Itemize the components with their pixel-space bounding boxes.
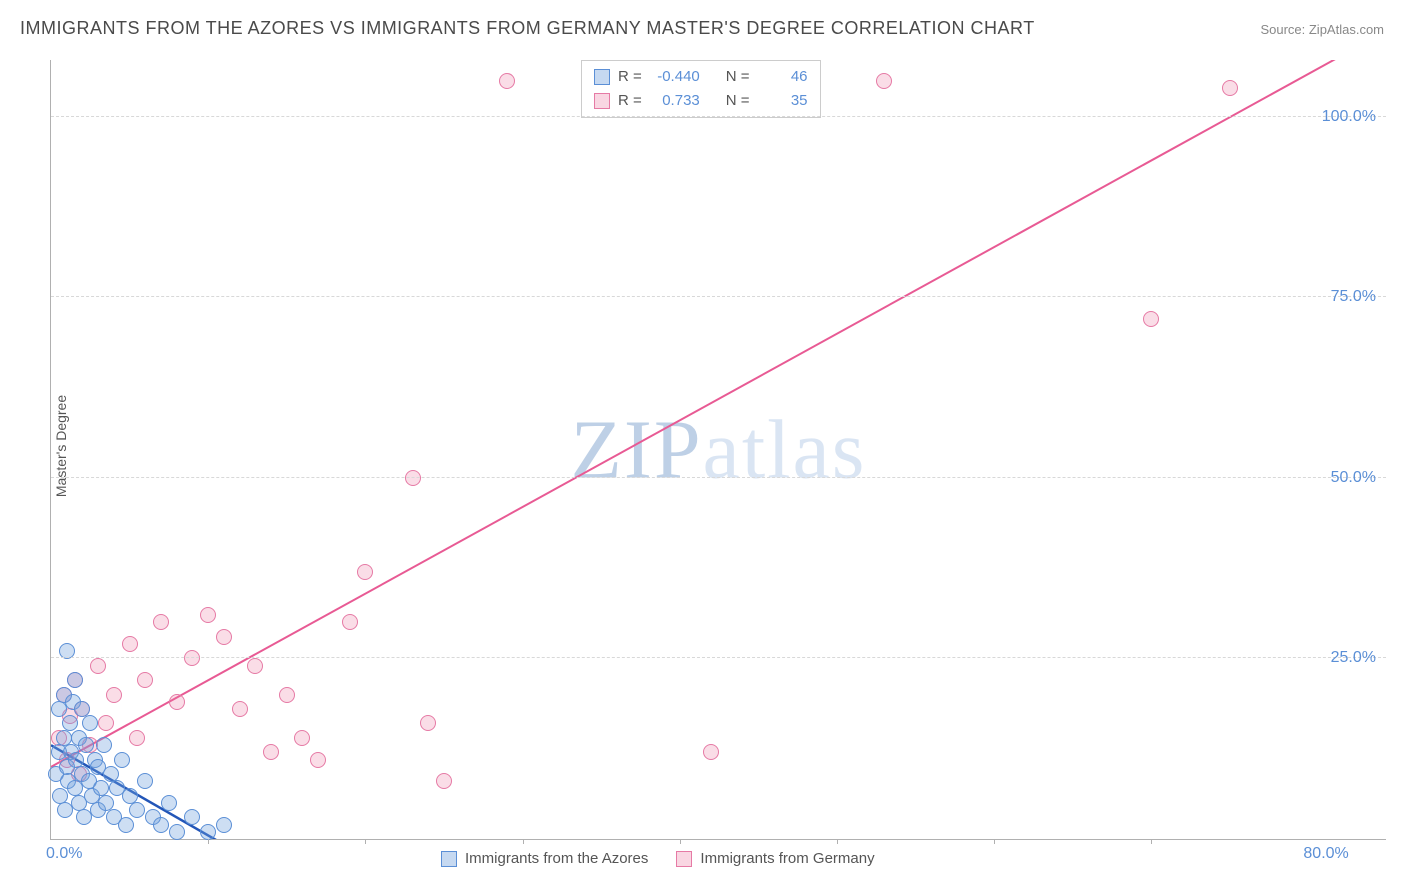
marker-germany xyxy=(200,607,216,623)
marker-germany xyxy=(436,773,452,789)
marker-azores xyxy=(62,715,78,731)
marker-germany xyxy=(232,701,248,717)
r-value-azores: -0.440 xyxy=(650,65,700,89)
marker-azores xyxy=(153,817,169,833)
marker-azores xyxy=(184,809,200,825)
marker-germany xyxy=(122,636,138,652)
gridline xyxy=(51,296,1386,297)
marker-germany xyxy=(342,614,358,630)
chart-title: IMMIGRANTS FROM THE AZORES VS IMMIGRANTS… xyxy=(20,18,1035,39)
x-minor-tick xyxy=(523,839,524,844)
stats-legend-box: R = -0.440 N = 46 R = 0.733 N = 35 xyxy=(581,60,821,118)
marker-germany xyxy=(294,730,310,746)
n-value-germany: 35 xyxy=(758,89,808,113)
marker-azores xyxy=(161,795,177,811)
marker-azores xyxy=(82,715,98,731)
marker-azores xyxy=(78,737,94,753)
marker-germany xyxy=(1222,80,1238,96)
marker-azores xyxy=(200,824,216,840)
series-legend: Immigrants from the Azores Immigrants fr… xyxy=(441,850,875,867)
marker-germany xyxy=(310,752,326,768)
gridline xyxy=(51,657,1386,658)
r-label: R = xyxy=(618,89,642,113)
marker-germany xyxy=(405,470,421,486)
n-label: N = xyxy=(726,65,750,89)
x-minor-tick xyxy=(837,839,838,844)
marker-germany xyxy=(216,629,232,645)
marker-germany xyxy=(703,744,719,760)
marker-germany xyxy=(98,715,114,731)
y-tick-label: 100.0% xyxy=(1322,108,1376,126)
marker-germany xyxy=(106,687,122,703)
x-tick-label: 80.0% xyxy=(1303,845,1348,863)
swatch-azores-icon xyxy=(441,851,457,867)
watermark: ZIPatlas xyxy=(571,401,867,498)
legend-item-azores: Immigrants from the Azores xyxy=(441,850,648,867)
gridline xyxy=(51,116,1386,117)
marker-germany xyxy=(876,73,892,89)
legend-label-germany: Immigrants from Germany xyxy=(700,850,874,867)
marker-azores xyxy=(216,817,232,833)
x-minor-tick xyxy=(1151,839,1152,844)
x-minor-tick xyxy=(680,839,681,844)
marker-germany xyxy=(90,658,106,674)
trendlines-svg xyxy=(51,60,1386,839)
r-value-germany: 0.733 xyxy=(650,89,700,113)
y-tick-label: 50.0% xyxy=(1331,469,1376,487)
marker-germany xyxy=(169,694,185,710)
marker-germany xyxy=(184,650,200,666)
swatch-germany-icon xyxy=(594,93,610,109)
r-label: R = xyxy=(618,65,642,89)
marker-azores xyxy=(96,737,112,753)
plot-area: ZIPatlas R = -0.440 N = 46 R = 0.733 N =… xyxy=(50,60,1386,840)
x-minor-tick xyxy=(208,839,209,844)
marker-germany xyxy=(279,687,295,703)
marker-germany xyxy=(129,730,145,746)
marker-azores xyxy=(118,817,134,833)
marker-azores xyxy=(67,672,83,688)
marker-germany xyxy=(263,744,279,760)
x-minor-tick xyxy=(994,839,995,844)
marker-azores xyxy=(169,824,185,840)
stats-row-azores: R = -0.440 N = 46 xyxy=(594,65,808,89)
gridline xyxy=(51,477,1386,478)
marker-germany xyxy=(137,672,153,688)
swatch-azores-icon xyxy=(594,69,610,85)
legend-label-azores: Immigrants from the Azores xyxy=(465,850,648,867)
n-value-azores: 46 xyxy=(758,65,808,89)
legend-item-germany: Immigrants from Germany xyxy=(676,850,874,867)
y-tick-label: 75.0% xyxy=(1331,288,1376,306)
y-tick-label: 25.0% xyxy=(1331,649,1376,667)
marker-germany xyxy=(153,614,169,630)
marker-azores xyxy=(137,773,153,789)
marker-azores xyxy=(114,752,130,768)
x-tick-label: 0.0% xyxy=(46,845,82,863)
marker-azores xyxy=(129,802,145,818)
marker-germany xyxy=(1143,311,1159,327)
stats-row-germany: R = 0.733 N = 35 xyxy=(594,89,808,113)
x-minor-tick xyxy=(365,839,366,844)
swatch-germany-icon xyxy=(676,851,692,867)
marker-germany xyxy=(357,564,373,580)
source-attribution: Source: ZipAtlas.com xyxy=(1260,22,1384,37)
marker-germany xyxy=(499,73,515,89)
marker-germany xyxy=(420,715,436,731)
marker-germany xyxy=(247,658,263,674)
n-label: N = xyxy=(726,89,750,113)
